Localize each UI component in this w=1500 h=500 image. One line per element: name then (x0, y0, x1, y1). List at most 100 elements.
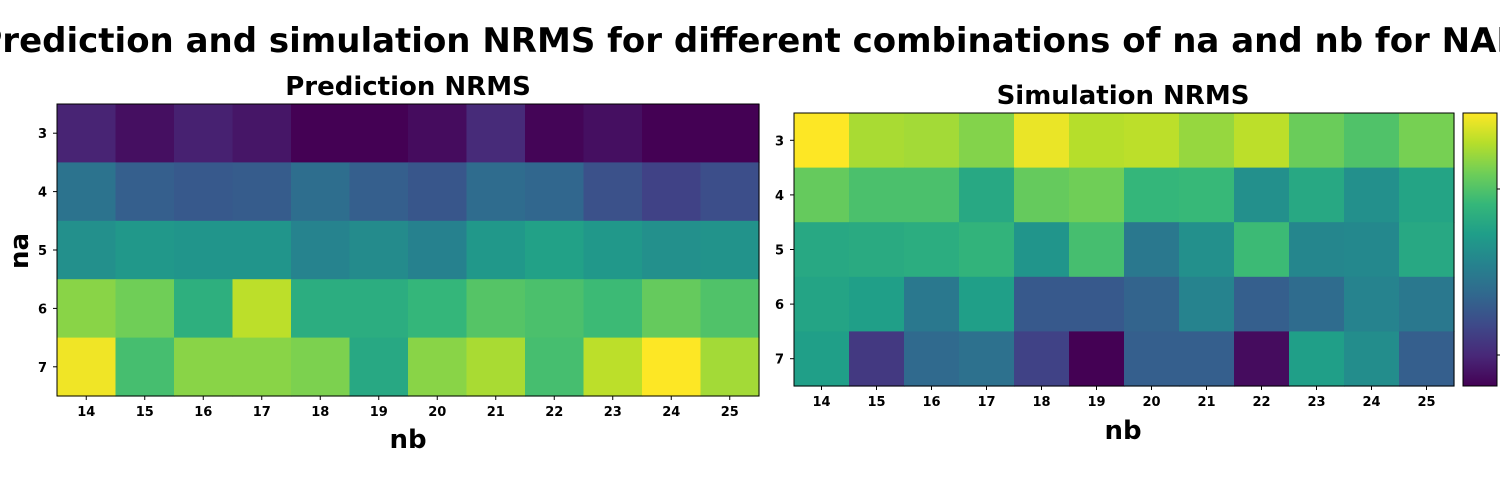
heatmap-cell (642, 279, 702, 339)
heatmap-cell (1069, 276, 1125, 332)
heatmap-cell (1014, 222, 1070, 278)
y-tick-label: 5 (775, 244, 784, 259)
heatmap-cell (642, 337, 702, 397)
heatmap-cell (174, 279, 234, 339)
x-tick-label: 23 (604, 405, 622, 420)
heatmap-cell (57, 162, 117, 222)
x-tick-label: 19 (1087, 395, 1105, 410)
heatmap-cell (1179, 276, 1235, 332)
heatmap-cell (1179, 222, 1235, 278)
heatmap-cell (232, 162, 292, 222)
heatmap-cell (1399, 222, 1455, 278)
y-axis-label: na (5, 233, 35, 269)
y-ticks: 3 4 5 6 7 (775, 134, 794, 368)
heatmap-cell (115, 220, 175, 280)
heatmap-cell (1289, 167, 1345, 223)
y-tick-label: 4 (775, 189, 784, 204)
heatmap-cell (1069, 113, 1125, 169)
heatmap-cell (174, 337, 234, 397)
x-tick-label: 17 (977, 395, 995, 410)
x-tick-label: 16 (194, 405, 212, 420)
heatmap-cell (466, 279, 526, 339)
heatmap-cell (583, 279, 643, 339)
x-ticks: 14 15 16 17 18 19 20 21 22 23 24 25 (77, 396, 739, 420)
x-tick-label: 19 (370, 405, 388, 420)
heatmap-cell (959, 167, 1015, 223)
heatmap-cell (408, 104, 468, 163)
heatmap-cell (1124, 276, 1180, 332)
heatmap-prediction: Prediction NRMS 14 15 16 17 18 19 20 21 22 23 24 25… (5, 72, 760, 455)
y-tick-label: 5 (38, 244, 47, 259)
x-tick-label: 17 (253, 405, 271, 420)
heatmap-cell (1399, 113, 1455, 169)
y-tick-label: 7 (38, 361, 47, 376)
heatmap-cell (1179, 331, 1235, 387)
x-tick-label: 20 (1142, 395, 1160, 410)
heatmap-cell (1014, 167, 1070, 223)
y-ticks: 3 4 5 6 7 (38, 127, 57, 376)
heatmap-cell (57, 104, 117, 163)
heatmap-cell (349, 162, 409, 222)
heatmap-cell (1289, 222, 1345, 278)
heatmap-cell (1014, 276, 1070, 332)
heatmap-cell (115, 162, 175, 222)
heatmap-cell (849, 113, 905, 169)
x-tick-label: 14 (77, 405, 95, 420)
heatmap-cell (291, 279, 351, 339)
heatmap-cell (1069, 167, 1125, 223)
heatmap-cell (700, 162, 760, 222)
heatmap-cell (115, 279, 175, 339)
x-tick-label: 16 (922, 395, 940, 410)
heatmap-title: Simulation NRMS (997, 81, 1250, 111)
heatmap-cell (1179, 167, 1235, 223)
heatmap-cell (1344, 331, 1400, 387)
heatmap-cell (904, 167, 960, 223)
heatmap-cell (291, 220, 351, 280)
heatmap-cell (1014, 113, 1070, 169)
heatmap-cell (1069, 331, 1125, 387)
heatmap-cell (349, 337, 409, 397)
heatmap-cell (174, 162, 234, 222)
heatmap-cell (525, 279, 585, 339)
heatmap-cell (525, 104, 585, 163)
heatmap-cell (794, 222, 850, 278)
heatmap-cell (408, 220, 468, 280)
heatmap-cell (1289, 276, 1345, 332)
heatmap-cell (174, 104, 234, 163)
heatmap-cell (1234, 276, 1290, 332)
x-tick-label: 14 (812, 395, 830, 410)
heatmap-cell (232, 279, 292, 339)
x-axis-label: nb (389, 425, 426, 455)
x-tick-label: 23 (1307, 395, 1325, 410)
heatmap-cell (794, 331, 850, 387)
heatmap-cell (232, 337, 292, 397)
heatmap-cell (1069, 222, 1125, 278)
heatmap-cell (959, 331, 1015, 387)
heatmap-cell (525, 220, 585, 280)
heatmap-cell (1399, 167, 1455, 223)
x-tick-label: 22 (545, 405, 563, 420)
heatmap-cell (174, 220, 234, 280)
heatmap-cell (1289, 113, 1345, 169)
heatmap-cell (291, 337, 351, 397)
heatmap-cell (408, 162, 468, 222)
x-tick-label: 18 (311, 405, 329, 420)
heatmap-cell (904, 331, 960, 387)
heatmap-cell (642, 162, 702, 222)
heatmap-cell (349, 220, 409, 280)
heatmap-cell (700, 279, 760, 339)
heatmap-cell (1124, 113, 1180, 169)
heatmap-cell (642, 104, 702, 163)
heatmap-title: Prediction NRMS (285, 72, 531, 102)
x-tick-label: 24 (1362, 395, 1380, 410)
x-tick-label: 20 (428, 405, 446, 420)
heatmap-cell (57, 337, 117, 397)
heatmap-cell (1234, 113, 1290, 169)
heatmap-cell (642, 220, 702, 280)
heatmap-cell (466, 162, 526, 222)
y-tick-label: 6 (38, 302, 47, 317)
heatmap-cell (525, 162, 585, 222)
heatmap-cell (849, 331, 905, 387)
heatmap-cell (1399, 276, 1455, 332)
